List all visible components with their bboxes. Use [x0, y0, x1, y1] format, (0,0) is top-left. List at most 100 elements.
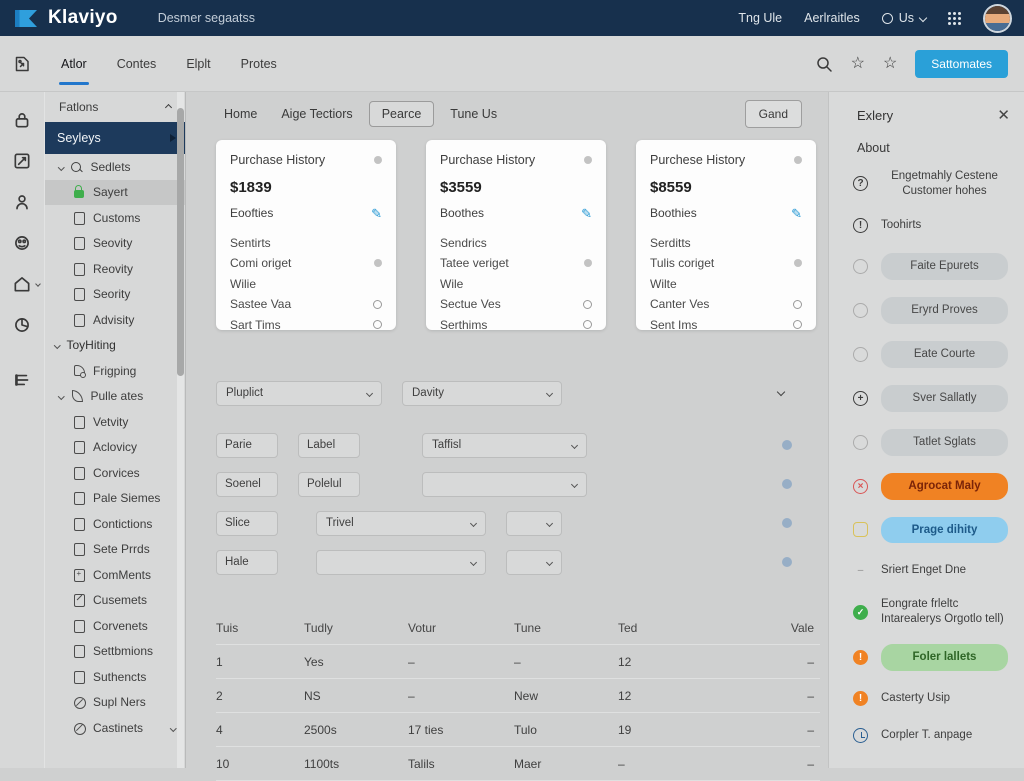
- gallery-item[interactable]: Sriert Enget Dne: [853, 560, 1008, 580]
- top-link-2[interactable]: Aerlraitles: [804, 11, 860, 25]
- sidebar-item[interactable]: Supl Ners: [45, 690, 185, 716]
- close-icon[interactable]: ✕: [997, 107, 1010, 124]
- avatar[interactable]: [985, 5, 1010, 31]
- column-header[interactable]: Vale: [790, 620, 814, 635]
- sidebar-item[interactable]: Suthencts: [45, 664, 185, 690]
- lock-icon[interactable]: [12, 110, 32, 130]
- home-icon[interactable]: [12, 274, 41, 294]
- breadcrumb-item[interactable]: Aige Tectiors: [281, 107, 353, 121]
- gallery-item[interactable]: Sver Sallatly: [853, 384, 1008, 412]
- gallery-item[interactable]: Eongrate frleltc Intarealerys Orgotlo te…: [853, 597, 1008, 627]
- filter-select[interactable]: Trivel: [316, 510, 486, 536]
- sidebar-item[interactable]: Pulle ates: [45, 384, 185, 410]
- tab[interactable]: Elplt: [186, 56, 211, 71]
- sidebar-item[interactable]: Vetvity: [45, 409, 185, 435]
- sidebar-item[interactable]: Sedlets: [45, 154, 185, 180]
- tab[interactable]: Atlor: [59, 53, 89, 85]
- edit-pencil-icon[interactable]: ✎: [581, 205, 592, 221]
- filter-input[interactable]: [298, 471, 360, 497]
- person-icon[interactable]: [12, 192, 32, 212]
- table-row[interactable]: 4 2500s 17 ties Tulo 19 –: [216, 713, 820, 747]
- table-row[interactable]: 1 Yes – – 12 –: [216, 645, 820, 679]
- tab[interactable]: Protes: [240, 56, 277, 71]
- filter-select[interactable]: Pluplict: [216, 380, 382, 406]
- sidebar-item[interactable]: ComMents: [45, 562, 185, 588]
- breadcrumb-item[interactable]: Pearce: [368, 101, 435, 127]
- purchase-history-card[interactable]: Purchase History $1839 Eoofties ✎ Sentirt…: [216, 140, 396, 332]
- column-header[interactable]: Tuis: [216, 620, 239, 635]
- filter-select[interactable]: [316, 549, 486, 575]
- sidebar-item[interactable]: Castinets: [45, 715, 185, 741]
- search-icon[interactable]: [815, 55, 833, 73]
- radio-icon[interactable]: [373, 299, 382, 309]
- sidebar-item[interactable]: Corvices: [45, 460, 185, 486]
- sidebar-item[interactable]: Frigping: [45, 358, 185, 384]
- klaviyo-logo-icon[interactable]: [14, 9, 38, 28]
- sidebar-section-header[interactable]: Fatlons: [45, 92, 185, 122]
- radio-icon[interactable]: [373, 320, 382, 329]
- radio-icon[interactable]: [583, 320, 592, 329]
- gallery-item[interactable]: Engetmahly Cestene Customer hohes: [853, 169, 1008, 199]
- sidebar-item[interactable]: Cusemets: [45, 588, 185, 614]
- top-link-1[interactable]: Tng Ule: [738, 11, 783, 25]
- games-icon[interactable]: [12, 233, 32, 253]
- chevron-down-icon[interactable]: [776, 387, 786, 397]
- filter-input[interactable]: [216, 510, 278, 536]
- filter-input[interactable]: [298, 432, 360, 458]
- star-icon[interactable]: ☆: [850, 54, 865, 72]
- filter-input[interactable]: [216, 432, 278, 458]
- sidebar-item[interactable]: Pale Siemes: [45, 486, 185, 512]
- filter-select[interactable]: Davity: [402, 380, 562, 406]
- edit-pencil-icon[interactable]: ✎: [791, 205, 802, 221]
- sidebar-item[interactable]: Reovity: [45, 256, 185, 282]
- column-header[interactable]: Tune: [514, 620, 541, 635]
- sidebar-item[interactable]: Settbmions: [45, 639, 185, 665]
- star-icon[interactable]: ☆: [882, 54, 898, 72]
- gallery-item[interactable]: Tatlet Sglats: [853, 428, 1008, 456]
- radio-icon[interactable]: [793, 320, 802, 329]
- scrollbar-thumb[interactable]: [177, 108, 184, 376]
- sidebar-selected-item[interactable]: Seyleys: [45, 122, 185, 154]
- column-header[interactable]: Votur: [408, 620, 437, 635]
- sidebar-item[interactable]: Advisity: [45, 307, 185, 333]
- account-menu[interactable]: Us: [881, 11, 928, 25]
- apps-grid-icon[interactable]: [948, 12, 951, 15]
- gallery-item[interactable]: Eryrd Proves: [853, 296, 1008, 324]
- list-icon[interactable]: [12, 370, 32, 390]
- table-row[interactable]: 10 1100ts Talils Maer – –: [216, 747, 820, 781]
- sidebar-item[interactable]: Aclovicy: [45, 435, 185, 461]
- breadcrumb-item[interactable]: Tune Us: [450, 107, 498, 121]
- gallery-item[interactable]: Faite Epurets: [853, 252, 1008, 280]
- filter-select[interactable]: [506, 510, 562, 536]
- gallery-item[interactable]: Corpler T. anpage: [853, 725, 1008, 745]
- sidebar-item[interactable]: Sayert: [45, 179, 185, 205]
- tab[interactable]: Contes: [116, 56, 157, 71]
- gallery-item[interactable]: Eate Courte: [853, 340, 1008, 368]
- sidebar-item[interactable]: Corvenets: [45, 613, 185, 639]
- grand-button[interactable]: Gand: [744, 100, 802, 128]
- table-row[interactable]: 2 NS – New 12 –: [216, 679, 820, 713]
- column-header[interactable]: Ted: [618, 620, 638, 635]
- breadcrumb-item[interactable]: Home: [224, 107, 258, 121]
- automations-button[interactable]: Sattomates: [915, 49, 1008, 78]
- tag-icon[interactable]: [13, 55, 31, 73]
- edit-pencil-icon[interactable]: ✎: [371, 205, 382, 221]
- purchase-history-card[interactable]: Purchase History $3559 Boothes ✎ Sendrics…: [426, 140, 606, 332]
- gallery-item[interactable]: Toohirts: [853, 216, 1008, 236]
- filter-input[interactable]: [216, 549, 278, 575]
- sidebar-item[interactable]: Contictions: [45, 511, 185, 537]
- sidebar-item[interactable]: Customs: [45, 205, 185, 231]
- gallery-item[interactable]: Casterty Usip: [853, 688, 1008, 708]
- globe-icon[interactable]: [12, 315, 32, 335]
- purchase-history-card[interactable]: Purchese History $8559 Boothies ✎ Serditt…: [636, 140, 816, 332]
- sidebar-item[interactable]: Seority: [45, 282, 185, 308]
- scrollbar-track[interactable]: [177, 92, 184, 768]
- gallery-item[interactable]: Agrocat Maly: [853, 472, 1008, 500]
- sidebar-item[interactable]: Sete Prrds: [45, 537, 185, 563]
- brand-name[interactable]: Klaviyo: [48, 7, 118, 28]
- filter-input[interactable]: [216, 471, 278, 497]
- filter-select[interactable]: [422, 471, 587, 497]
- filter-select[interactable]: Taffisl: [422, 432, 587, 458]
- filter-select[interactable]: [506, 549, 562, 575]
- edit-square-icon[interactable]: [12, 151, 32, 171]
